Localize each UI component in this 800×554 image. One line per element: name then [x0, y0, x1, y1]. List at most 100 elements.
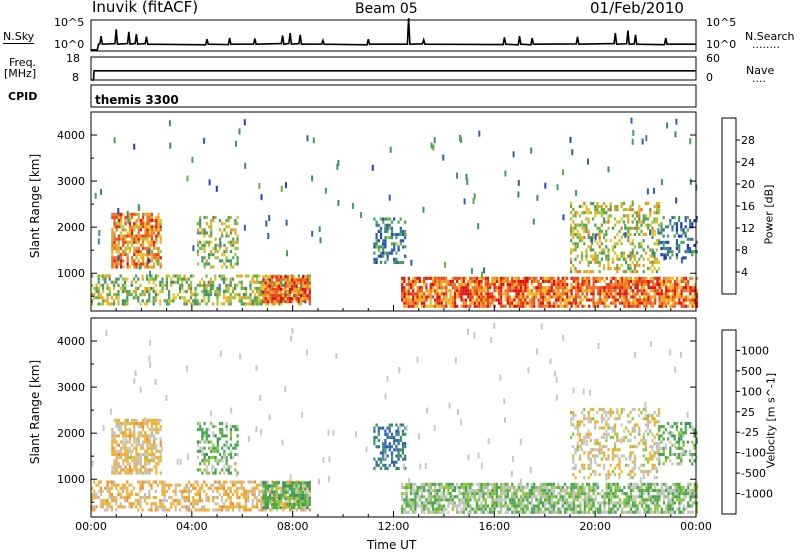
heatmap-cell-1841: [124, 228, 127, 232]
heatmap-cell-1802: [124, 431, 127, 435]
heatmap-cell-1400: [599, 276, 602, 280]
heatmap-cell-1311: [572, 276, 575, 280]
heatmap-cell-2251: [390, 233, 394, 237]
heatmap-cell-1993: [150, 243, 153, 247]
heatmap-cell-628: [297, 281, 300, 285]
heatmap-cell-2160: [229, 231, 233, 235]
heatmap-cell-1737: [113, 440, 116, 444]
heatmap-cell-642: [293, 493, 296, 497]
heatmap-cell-1019: [493, 279, 496, 283]
heatmap-cell-995: [486, 286, 490, 290]
heatmap-cell-1934: [142, 256, 145, 260]
heatmap-cell-1040: [500, 289, 503, 293]
heatmap-cell-323: [227, 505, 230, 509]
heatmap-cell-967: [478, 495, 481, 499]
heatmap-cell-814: [434, 507, 437, 511]
heatmap-cell-1509: [634, 485, 637, 489]
heatmap-cell-1985: [155, 425, 158, 429]
heatmap-cell-2854: [477, 223, 480, 230]
heatmap-cell-2437: [600, 242, 603, 246]
heatmap-cell-257: [205, 293, 208, 297]
heatmap-cell-354: [238, 496, 241, 500]
heatmap-cell-33: [104, 499, 107, 503]
heatmap-cell-2230: [384, 229, 387, 233]
heatmap-cell-1902: [135, 225, 138, 229]
heatmap-cell-1239: [552, 279, 556, 283]
heatmap-cell-1588: [651, 301, 655, 305]
heatmap-cell-961: [475, 492, 479, 496]
heatmap-cell-220: [185, 496, 188, 500]
heatmap-cell-271: [209, 283, 212, 287]
heatmap-cell-251: [196, 492, 199, 496]
heatmap-cell-2855: [410, 259, 413, 266]
heatmap-cell-1404: [603, 507, 606, 511]
heatmap-cell-2653: [653, 257, 656, 261]
heatmap-cell-232: [190, 508, 193, 512]
heatmap-cell-597: [288, 293, 291, 297]
heatmap-cell-2028: [201, 434, 204, 438]
heatmap-cell-1595: [660, 507, 663, 511]
heatmap-cell-790: [434, 292, 437, 296]
heatmap-cell-1746: [695, 301, 699, 305]
heatmap-cell-151: [157, 293, 160, 297]
heatmap-cell-1368: [590, 289, 593, 293]
heatmap-cell-1873: [131, 237, 134, 241]
heatmap-cell-2462: [605, 211, 608, 215]
heatmap-cell-95: [128, 496, 131, 500]
heatmap-cell-987: [484, 279, 487, 283]
heatmap-cell-678: [304, 499, 307, 503]
heatmap-cell-1010: [491, 510, 494, 514]
heatmap-cell-1020: [493, 507, 496, 511]
heatmap-cell-37: [106, 302, 109, 306]
heatmap-cell-1296: [570, 495, 573, 499]
heatmap-cell-847: [449, 298, 452, 302]
heatmap-cell-1455: [616, 485, 619, 489]
heatmap-cell-2760: [689, 237, 692, 241]
heatmap-cell-911: [462, 501, 465, 505]
heatmap-cell-1679: [684, 495, 688, 499]
heatmap-cell-959: [475, 501, 479, 505]
heatmap-cell-1544: [645, 489, 648, 493]
heatmap-cell-525: [266, 284, 269, 288]
heatmap-cell-2000: [150, 219, 153, 223]
heatmap-cell-711: [412, 298, 415, 302]
heatmap-cell-1863: [135, 452, 138, 456]
heatmap-cell-2637: [649, 214, 652, 218]
heatmap-cell-898: [458, 492, 461, 496]
heatmap-cell-1279: [566, 507, 569, 511]
heatmap-cell-2034: [157, 228, 160, 232]
heatmap-cell-1430: [610, 498, 613, 502]
heatmap-cell-288: [214, 496, 217, 500]
heatmap-cell-1414: [605, 489, 608, 493]
heatmap-cell-1094: [513, 492, 516, 496]
heatmap-cell-1155: [530, 492, 534, 496]
heatmap-cell-547: [273, 290, 276, 294]
heatmap-cell-1576: [647, 286, 650, 290]
heatmap-cell-2643: [651, 254, 654, 258]
heatmap-cell-236: [192, 505, 195, 509]
heatmap-cell-387: [251, 499, 254, 503]
heatmap-cell-1325: [577, 485, 580, 489]
heatmap-cell-39: [106, 296, 109, 300]
heatmap-cell-1415: [605, 485, 608, 489]
heatmap-cell-1086: [511, 485, 514, 489]
heatmap-cell-1229: [550, 286, 553, 290]
heatmap-cell-1450: [614, 286, 617, 290]
heatmap-cell-2244: [388, 226, 391, 230]
heatmap-cell-1357: [588, 510, 591, 514]
heatmap-cell-1845: [133, 462, 136, 466]
heatmap-cell-631: [291, 503, 294, 507]
heatmap-cell-2850: [235, 140, 237, 147]
heatmap-cell-540: [306, 486, 309, 490]
heatmap-cell-1004: [489, 286, 492, 290]
heatmap-cell-2193: [375, 257, 378, 261]
heatmap-cell-1058: [504, 510, 507, 514]
heatmap-cell-714: [405, 504, 408, 508]
heatmap-cell-713: [405, 510, 408, 514]
heatmap-cell-1682: [676, 289, 679, 293]
heatmap-cell-1374: [592, 292, 595, 296]
heatmap-cell-1992: [150, 250, 153, 254]
heatmap-cell-1933: [142, 259, 145, 263]
heatmap-cell-2220: [382, 242, 385, 246]
heatmap-cell-971: [478, 482, 481, 486]
